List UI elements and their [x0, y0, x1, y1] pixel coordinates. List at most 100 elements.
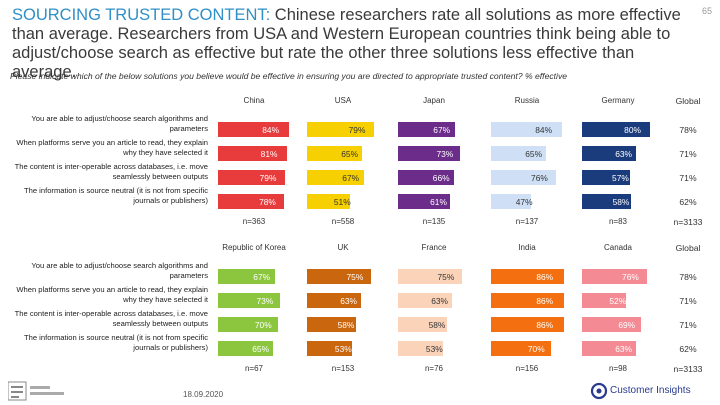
sense-about-science-logo — [8, 381, 64, 401]
sample-size: n=156 — [515, 364, 539, 373]
bar-value-label: 73% — [436, 149, 454, 159]
bar-value-label: 86% — [536, 296, 554, 306]
bar-value-label: 73% — [256, 296, 274, 306]
page-number: 65 — [701, 6, 712, 16]
bar — [398, 317, 448, 332]
bar — [307, 269, 371, 284]
row-label: When platforms serve you an article to r… — [16, 285, 208, 304]
bar — [582, 194, 632, 209]
bar-value-label: 75% — [346, 272, 364, 282]
bar-value-label: 53% — [425, 344, 443, 354]
sample-size: n=153 — [331, 364, 355, 373]
bar — [307, 122, 375, 137]
bar — [491, 293, 565, 308]
bar — [218, 122, 290, 137]
bar — [218, 146, 287, 161]
bar-value-label: 63% — [431, 296, 448, 306]
row-label: The information is source neutral (it is… — [23, 186, 208, 205]
bar-value-label: 65% — [252, 344, 270, 354]
bar-value-label: 47% — [515, 197, 533, 207]
bar — [491, 170, 556, 185]
column-header: India — [518, 243, 536, 252]
bar — [307, 341, 353, 356]
headline-lead: SOURCING TRUSTED CONTENT: — [12, 6, 271, 24]
bar-value-label: 57% — [612, 173, 629, 183]
sample-size: n=83 — [608, 217, 628, 226]
bar — [398, 194, 450, 209]
bar-value-label: 70% — [254, 320, 272, 330]
bar-value-label: 79% — [348, 125, 366, 135]
bar-value-label: 53% — [334, 344, 352, 354]
customer-insights-logo-icon — [590, 382, 608, 400]
bar-value-label: 61% — [430, 197, 447, 207]
bar — [218, 194, 285, 209]
column-header: Canada — [603, 243, 633, 252]
bar-value-label: 86% — [536, 320, 554, 330]
bar-value-label: 70% — [527, 344, 545, 354]
column-header: Germany — [601, 96, 635, 105]
sample-size: n=98 — [608, 364, 628, 373]
bar-value-label: 80% — [624, 125, 641, 135]
bar — [582, 341, 636, 356]
bar-value-label: 79% — [259, 173, 277, 183]
bar-value-label: 75% — [437, 272, 455, 282]
bar — [582, 317, 641, 332]
global-value: 78% — [679, 272, 697, 282]
sample-size-global: n=3133 — [673, 364, 703, 374]
column-header: Russia — [514, 96, 540, 105]
bar — [307, 170, 364, 185]
bar — [218, 341, 274, 356]
row-label: The content is inter-operable across dat… — [14, 162, 208, 181]
bar-value-label: 86% — [536, 272, 554, 282]
row-label: The information is source neutral (it is… — [23, 333, 208, 352]
bar — [491, 317, 565, 332]
bar-value-label: 63% — [340, 296, 357, 306]
global-value: 62% — [679, 344, 697, 354]
bar — [491, 194, 531, 209]
column-header: France — [421, 243, 447, 252]
bar — [307, 194, 351, 209]
global-value: 78% — [679, 125, 697, 135]
bar — [582, 122, 650, 137]
sample-size: n=137 — [515, 217, 539, 226]
bar-value-label: 58% — [428, 320, 446, 330]
column-header: Japan — [423, 96, 445, 105]
bar-value-label: 67% — [342, 173, 360, 183]
bar — [307, 146, 363, 161]
global-value: 71% — [679, 173, 697, 183]
bar-value-label: 84% — [535, 125, 553, 135]
bar-value-label: 67% — [433, 125, 451, 135]
bar-value-label: 58% — [337, 320, 355, 330]
bar — [218, 269, 275, 284]
bar-value-label: 81% — [260, 149, 278, 159]
global-value: 71% — [679, 149, 697, 159]
global-value: 62% — [679, 197, 697, 207]
column-header: Republic of Korea — [222, 243, 286, 252]
bar — [307, 317, 357, 332]
bar — [582, 293, 627, 308]
bar — [398, 293, 452, 308]
bar — [491, 122, 563, 137]
bar — [398, 146, 461, 161]
bar-value-label: 51% — [333, 197, 351, 207]
bar — [398, 341, 444, 356]
bar-value-label: 65% — [341, 149, 359, 159]
bar-value-label: 58% — [612, 197, 630, 207]
global-value: 71% — [679, 320, 697, 330]
footer-date: 18.09.2020 — [183, 390, 224, 399]
bar — [307, 293, 361, 308]
headline-rest: Chinese researchers rate all solutions a… — [12, 6, 681, 81]
column-header-global: Global — [675, 96, 701, 106]
row-label: You are able to adjust/choose search alg… — [31, 114, 208, 133]
customer-insights-logo-text: Customer Insights — [610, 385, 691, 396]
bar — [218, 317, 278, 332]
column-header: China — [243, 96, 265, 105]
bar-value-label: 63% — [615, 149, 632, 159]
sample-size: n=363 — [242, 217, 266, 226]
bar — [398, 269, 462, 284]
bar — [218, 170, 286, 185]
bar-value-label: 63% — [615, 344, 632, 354]
bar — [218, 293, 281, 308]
bar-value-label: 52% — [609, 296, 627, 306]
sample-size-global: n=3133 — [673, 217, 703, 227]
